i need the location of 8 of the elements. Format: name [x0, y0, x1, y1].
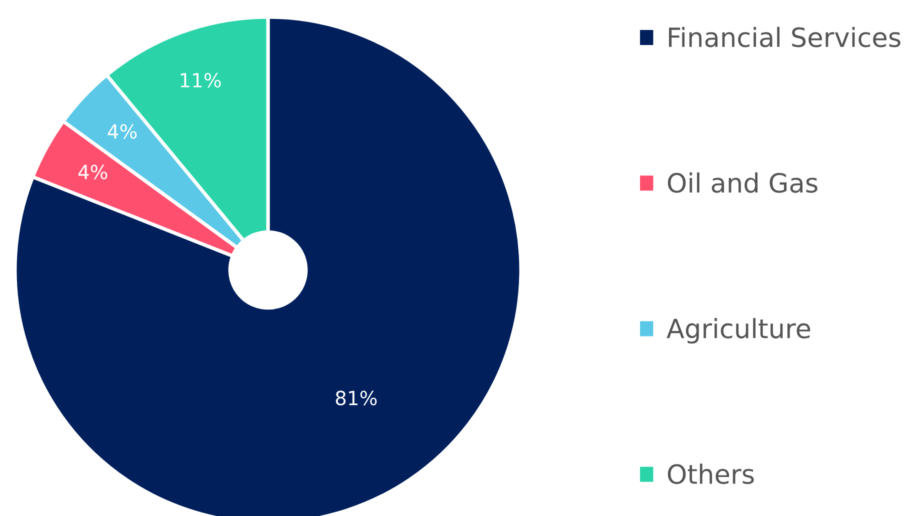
data-label: 4%	[108, 124, 137, 139]
data-label: 81%	[336, 390, 377, 406]
legend-label: Others	[668, 464, 754, 484]
legend-label: Agriculture	[666, 318, 810, 344]
legend-label: Oil and Gas	[668, 172, 818, 193]
data-label: 4%	[78, 164, 108, 180]
data-label: 11%	[180, 72, 221, 88]
legend-label: Financial Services	[669, 26, 900, 48]
